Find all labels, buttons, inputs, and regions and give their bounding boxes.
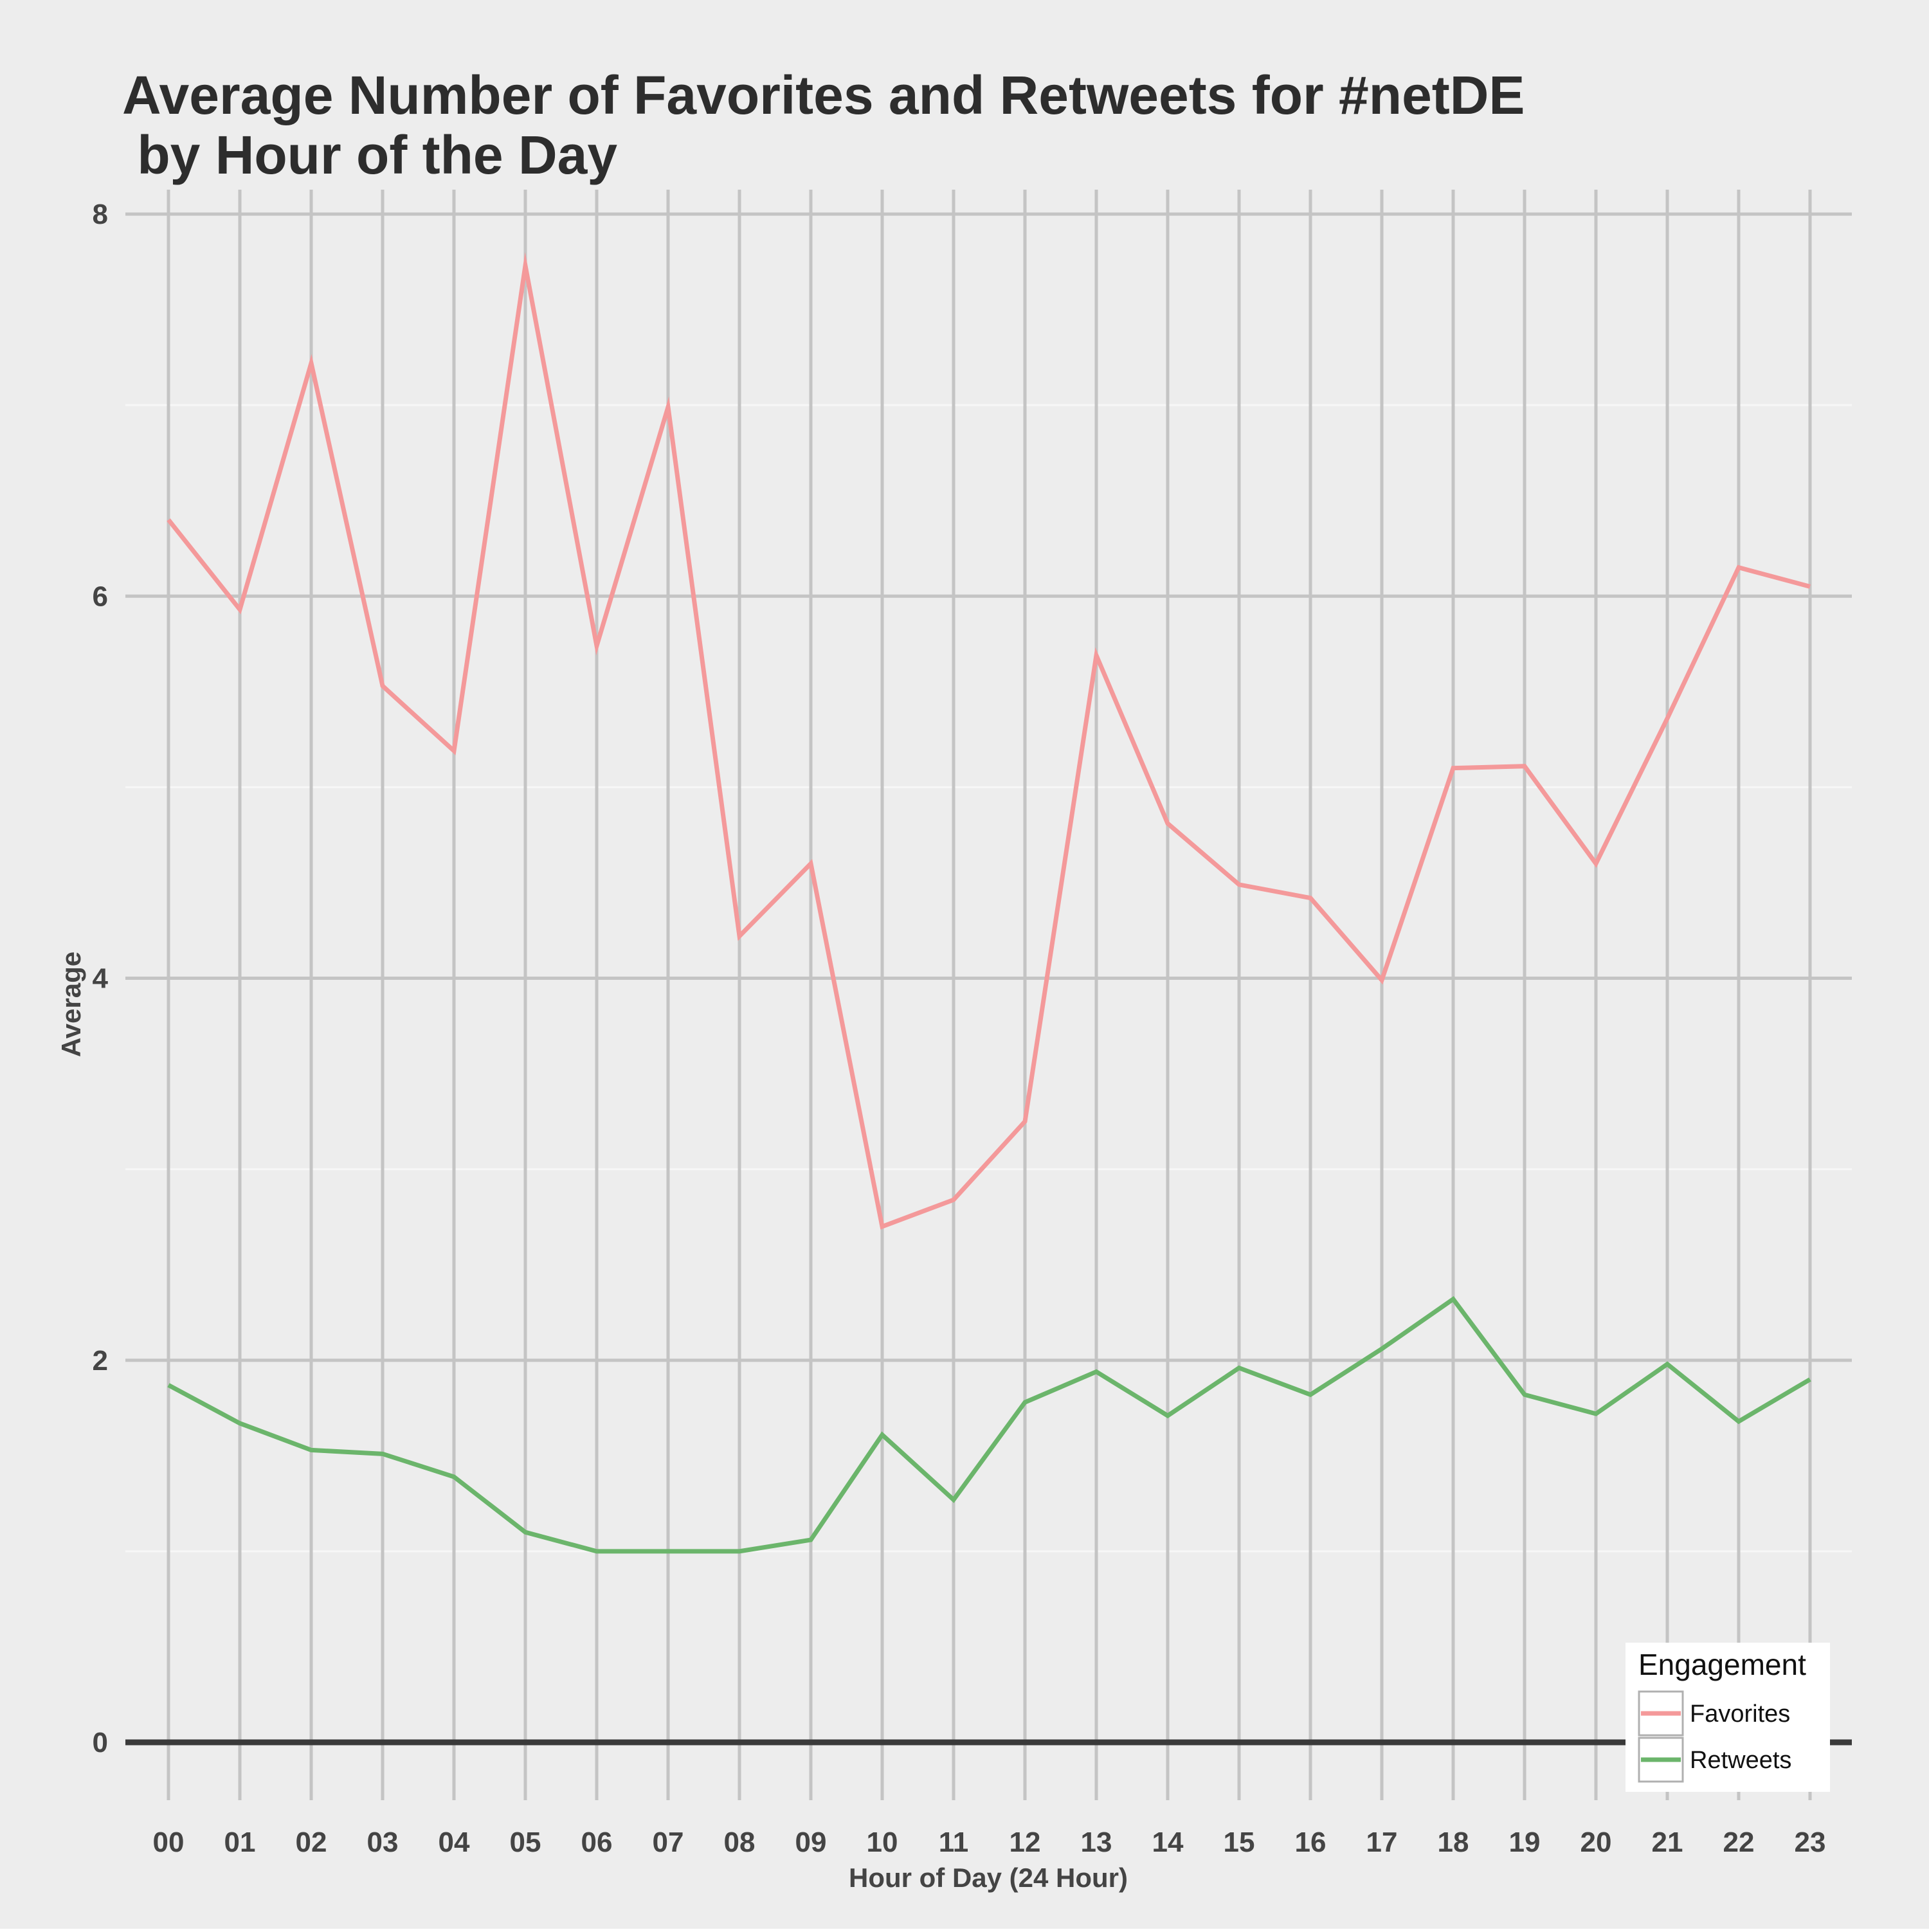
legend-label: Retweets [1690, 1747, 1791, 1774]
x-tick-label: 10 [867, 1827, 898, 1858]
x-tick-label: 16 [1295, 1827, 1327, 1858]
legend-items: Favorites Retweets [1638, 1690, 1791, 1783]
x-tick-label: 22 [1723, 1827, 1755, 1858]
x-tick-label: 18 [1438, 1827, 1469, 1858]
chart-title-line-1: Average Number of Favorites and Retweets… [122, 65, 1525, 125]
line-layer [167, 252, 1811, 1554]
y-tick-label: 2 [93, 1345, 108, 1377]
x-tick-label: 13 [1081, 1827, 1112, 1858]
y-tick-label: 6 [93, 581, 108, 612]
x-axis-label: Hour of Day (24 Hour) [849, 1863, 1128, 1893]
chart-title-line-2: by Hour of the Day [122, 125, 617, 185]
y-axis-label: Average [56, 952, 86, 1057]
y-tick-labels: 0 2 4 6 8 [93, 199, 109, 1758]
series-line-retweets [167, 1296, 1811, 1554]
x-tick-label: 15 [1224, 1827, 1255, 1858]
x-tick-label: 08 [724, 1827, 756, 1858]
x-tick-label: 09 [795, 1827, 827, 1858]
x-tick-label: 23 [1795, 1827, 1826, 1858]
x-tick-label: 12 [1010, 1827, 1041, 1858]
x-tick-label: 20 [1580, 1827, 1612, 1858]
x-tick-label: 02 [296, 1827, 327, 1858]
x-tick-label: 03 [367, 1827, 399, 1858]
x-tick-label: 01 [224, 1827, 256, 1858]
series-line-favorites [167, 252, 1811, 1230]
x-tick-labels: 00 01 02 03 04 05 06 07 08 09 10 11 12 13 14 15 16 17 18 19… [153, 1827, 1826, 1858]
x-tick-label: 19 [1509, 1827, 1541, 1858]
y-tick-label: 8 [93, 199, 108, 230]
x-tick-label: 11 [939, 1827, 969, 1858]
x-tick-label: 06 [581, 1827, 613, 1858]
y-tick-label: 4 [93, 963, 109, 995]
legend-title: Engagement [1638, 1648, 1806, 1681]
grid-layer [125, 190, 1852, 1800]
legend-label: Favorites [1690, 1701, 1790, 1728]
x-tick-label: 00 [153, 1827, 185, 1858]
x-tick-label: 05 [510, 1827, 541, 1858]
x-tick-label: 14 [1152, 1827, 1184, 1858]
x-tick-label: 21 [1652, 1827, 1683, 1858]
legend: Engagement Favorites Retweets [1626, 1643, 1830, 1792]
y-tick-label: 0 [93, 1727, 108, 1758]
x-tick-label: 07 [653, 1827, 684, 1858]
x-tick-label: 04 [439, 1827, 470, 1858]
x-tick-label: 17 [1366, 1827, 1398, 1858]
